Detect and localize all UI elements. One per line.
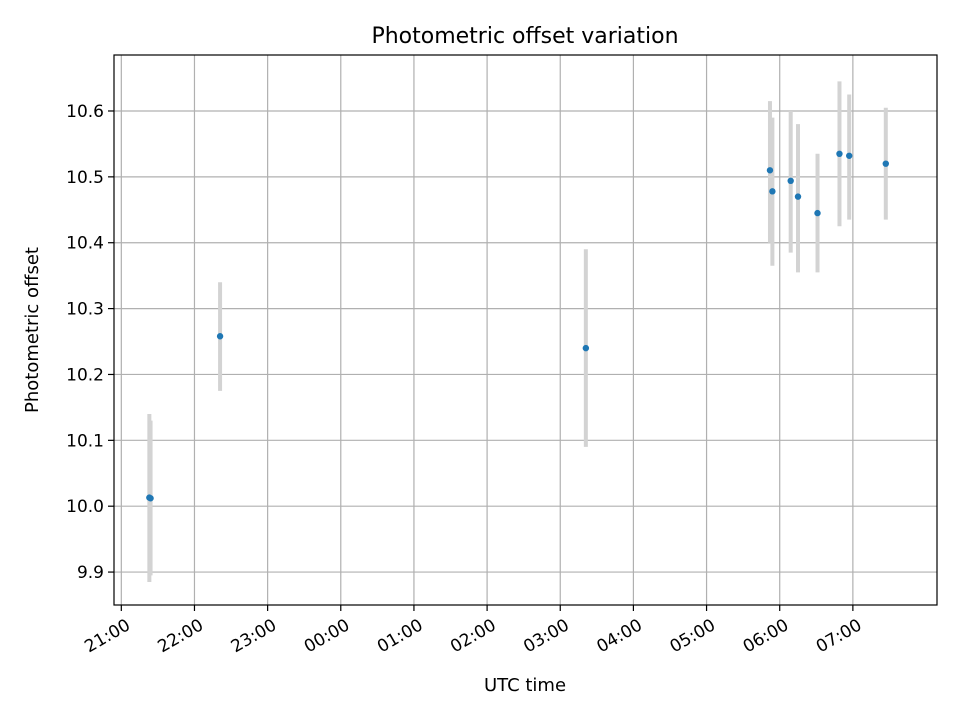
data-point	[582, 344, 590, 352]
y-tick-label: 10.0	[66, 497, 104, 517]
y-tick-label: 10.3	[66, 300, 104, 320]
data-point	[787, 177, 794, 185]
y-tick-label: 10.2	[66, 365, 104, 385]
y-tick-label: 10.6	[66, 102, 104, 122]
data-point	[836, 150, 843, 158]
marker-layer	[146, 150, 889, 502]
grid-layer	[114, 55, 937, 605]
y-tick-label: 10.5	[66, 168, 104, 188]
y-tick-label: 9.9	[77, 563, 104, 583]
plot-frame	[113, 54, 938, 606]
data-point	[846, 152, 853, 159]
data-point	[794, 193, 802, 200]
data-point	[766, 167, 774, 174]
data-point	[814, 209, 821, 217]
y-tick-label: 10.1	[66, 431, 104, 451]
data-point	[769, 188, 776, 195]
chart-title: Photometric offset variation	[371, 24, 678, 49]
x-axis-label: UTC time	[484, 675, 566, 696]
data-point	[882, 160, 889, 167]
y-axis-label: Photometric offset	[22, 247, 43, 413]
data-point	[147, 495, 154, 502]
y-tick-label: 10.4	[66, 234, 104, 254]
data-point	[216, 333, 224, 340]
